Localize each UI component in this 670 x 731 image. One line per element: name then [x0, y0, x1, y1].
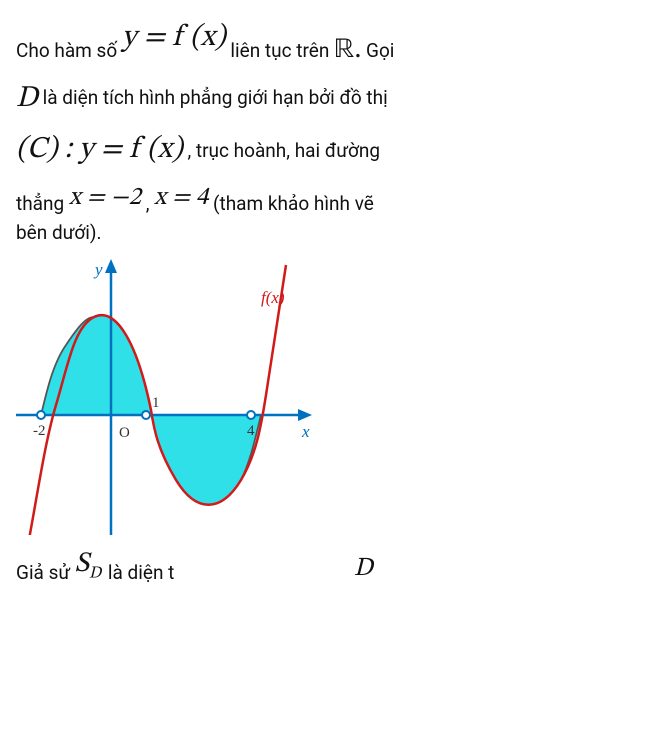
text: bên dưới). [16, 221, 102, 244]
math-SD: SD [75, 550, 108, 578]
svg-text:4: 4 [247, 423, 255, 439]
svg-text:1: 1 [152, 395, 160, 411]
math-real: ℝ. [334, 36, 361, 64]
text: liên tục trên [230, 39, 334, 62]
math-x-neg2: x = −2 [69, 185, 141, 210]
paragraph-3: (C) : y = f (x) , trục hoành, hai đường [16, 128, 654, 173]
text: Giả sử [16, 561, 75, 584]
math-C-y-fx: (C) : y = f (x) [16, 135, 183, 165]
math-y-eq-fx: y = f (x) [122, 23, 226, 53]
svg-text:y: y [93, 260, 103, 279]
paragraph-6: Giả sử SD là diện t D [16, 543, 654, 589]
text: , [146, 192, 154, 215]
text: là diện tích hình phẳng giới hạn bởi đồ … [43, 86, 388, 109]
math-D-right: D [354, 556, 373, 582]
svg-text:O: O [119, 425, 130, 441]
paragraph-1: Cho hàm số y = f (x) liên tục trên ℝ. Gọ… [16, 16, 654, 71]
paragraph-4: thẳng x = −2 , x = 4 (tham khảo hình vẽ [16, 179, 654, 219]
text-cut: là diện t [108, 561, 175, 584]
paragraph-2: D là diện tích hình phẳng giới hạn bởi đ… [16, 77, 654, 122]
svg-text:x: x [301, 422, 310, 441]
math-D: D [16, 84, 38, 114]
paragraph-5: bên dưới). [16, 219, 654, 248]
function-plot: -2 1 4 Oy x f(x) [16, 255, 316, 535]
math-x-4: x = 4 [154, 185, 208, 210]
text: Gọi [366, 39, 394, 62]
svg-text:-2: -2 [33, 423, 46, 439]
text: Cho hàm số [16, 39, 122, 62]
svg-text:f(x): f(x) [261, 288, 285, 307]
chart-figure: -2 1 4 Oy x f(x) [16, 255, 654, 535]
text: (tham khảo hình vẽ [213, 192, 374, 215]
text: , trục hoành, hai đường [187, 139, 380, 162]
text: thẳng [16, 192, 69, 215]
